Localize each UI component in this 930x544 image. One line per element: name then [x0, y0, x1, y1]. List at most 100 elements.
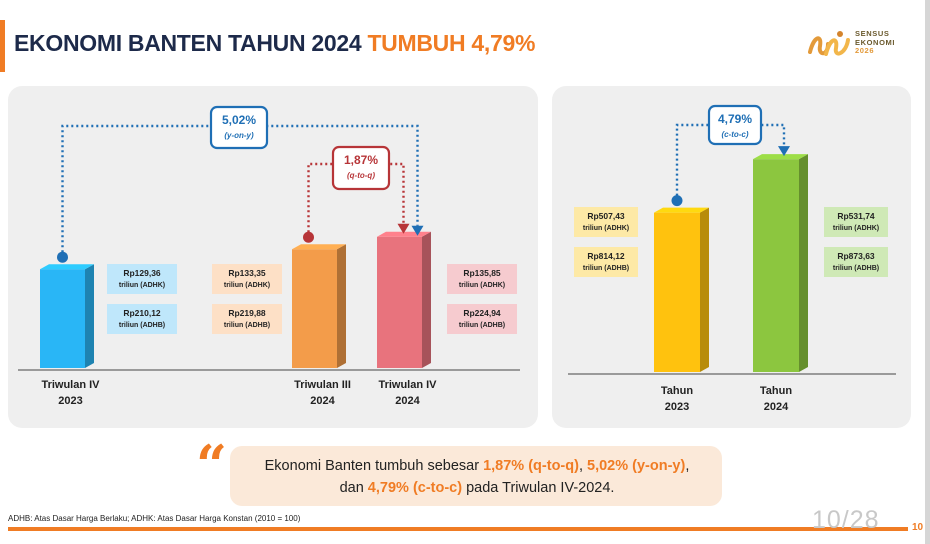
label-q-0-adhk-unit: triliun (ADHK)	[119, 282, 165, 289]
title-main: EKONOMI BANTEN TAHUN 2024	[14, 30, 362, 56]
connector-ctoc-badge	[707, 104, 763, 146]
label-q-2-adhk-bg	[447, 264, 517, 294]
summary-part-1: Ekonomi Banten tumbuh sebesar	[264, 458, 484, 474]
page-number: 10	[912, 522, 924, 533]
summary-text: Ekonomi Banten tumbuh sebesar 1,87% (q-t…	[240, 455, 714, 499]
logo-line-3: 2026	[855, 46, 875, 55]
label-y-0-adhb: Rp814,12 triliun (ADHB)	[574, 247, 638, 277]
summary-qtoq: 1,87% (q-to-q)	[483, 458, 579, 474]
bar-q-1-side	[337, 244, 346, 368]
logo-line-1: SENSUS	[855, 29, 890, 38]
label-y-0-adhb-unit: triliun (ADHB)	[583, 265, 629, 272]
category-q-0-line2: 2023	[58, 395, 82, 407]
bar-y-0-top	[654, 207, 709, 213]
label-y-1-adhb-value: Rp873,63	[837, 251, 875, 261]
connector-ctoc: 4,79% (c-to-c)	[671, 104, 790, 207]
bar-q-0-top	[40, 264, 94, 270]
footnote: ADHB: Atas Dasar Harga Berlaku; ADHK: At…	[8, 514, 301, 523]
bar-y-0-side	[700, 207, 709, 372]
label-q-1-adhb-value: Rp219,88	[228, 308, 266, 318]
title-accent-bar	[0, 20, 5, 72]
label-y-0-adhk-unit: triliun (ADHK)	[583, 225, 629, 232]
summary-part-4: dan	[339, 480, 368, 496]
bar-y-1	[753, 154, 808, 372]
window-edge	[925, 0, 930, 544]
bar-y-1-front	[753, 159, 799, 372]
summary-part-3: ,	[685, 458, 690, 474]
bar-q-2	[377, 231, 431, 368]
label-q-1-adhk: Rp133,35 triliun (ADHK)	[212, 264, 282, 294]
logo-text: SENSUS EKONOMI 2026	[855, 29, 896, 56]
label-q-0-adhb-unit: triliun (ADHB)	[119, 322, 165, 329]
label-y-1-adhk-unit: triliun (ADHK)	[833, 225, 879, 232]
bar-q-1	[292, 244, 346, 368]
label-q-1-adhk-bg	[212, 264, 282, 294]
quote-icon: “	[196, 433, 228, 497]
label-q-0-adhk: Rp129,36 triliun (ADHK)	[107, 264, 177, 294]
label-q-0-adhb-value: Rp210,12	[123, 308, 161, 318]
connector-yony-line	[61, 124, 419, 253]
category-y-0-line1: Tahun	[661, 385, 693, 397]
title-accent: TUMBUH 4,79%	[367, 30, 536, 56]
category-q-2-line2: 2024	[395, 395, 420, 407]
label-y-1-adhb-bg	[824, 247, 888, 277]
connector-yony-badge	[209, 105, 269, 150]
bar-y-1-top	[753, 154, 808, 160]
bar-q-0-side	[85, 264, 94, 368]
connector-qtoq-type: (q-to-q)	[347, 171, 375, 180]
label-q-2-adhb-bg	[447, 304, 517, 334]
category-q-1-line1: Triwulan III	[294, 379, 351, 391]
footer-line	[8, 527, 908, 531]
bar-y-0	[654, 207, 709, 372]
connector-yony-arrow	[411, 225, 424, 236]
summary-yony: 5,02% (y-on-y)	[587, 458, 686, 474]
connector-yony-value: 5,02%	[222, 113, 256, 127]
connector-yony-type: (y-on-y)	[224, 131, 254, 140]
label-q-2-adhb: Rp224,94 triliun (ADHB)	[447, 304, 517, 334]
connector-qtoq-badge	[331, 145, 391, 191]
label-y-0-adhk-bg	[574, 207, 638, 237]
label-y-0-adhb-value: Rp814,12	[587, 251, 625, 261]
label-q-0-adhb: Rp210,12 triliun (ADHB)	[107, 304, 177, 334]
label-y-0-adhk: Rp507,43 triliun (ADHK)	[574, 207, 638, 237]
label-y-1-adhb: Rp873,63 triliun (ADHB)	[824, 247, 888, 277]
summary-part-5: pada Triwulan IV-2024.	[462, 480, 615, 496]
connector-qtoq-value: 1,87%	[344, 153, 378, 167]
connector-qtoq-start-dot	[303, 231, 314, 243]
quarterly-chart-panel	[8, 86, 538, 428]
bar-q-0-front	[40, 269, 85, 368]
logo-line-2: EKONOMI	[855, 37, 896, 47]
connector-ctoc-start-dot	[671, 195, 683, 207]
category-y-1-line1: Tahun	[760, 385, 792, 397]
label-y-1-adhk-bg	[824, 207, 888, 237]
label-y-1-adhk: Rp531,74 triliun (ADHK)	[824, 207, 888, 237]
label-q-2-adhk: Rp135,85 triliun (ADHK)	[447, 264, 517, 294]
connector-qtoq: 1,87% (q-to-q)	[303, 145, 410, 243]
bar-q-2-side	[422, 231, 431, 368]
label-q-1-adhk-value: Rp133,35	[228, 268, 266, 278]
connector-ctoc-type: (c-to-c)	[721, 130, 748, 139]
connector-ctoc-line	[675, 123, 786, 196]
bar-y-1-side	[799, 154, 808, 372]
label-q-0-adhk-bg	[107, 264, 177, 294]
connector-ctoc-arrow	[778, 146, 790, 157]
logo-mark-icon	[808, 31, 850, 56]
page-title: EKONOMI BANTEN TAHUN 2024 TUMBUH 4,79%	[14, 30, 535, 57]
label-q-1-adhb-unit: triliun (ADHB)	[224, 322, 270, 329]
label-y-0-adhk-value: Rp507,43	[587, 211, 625, 221]
label-y-0-adhb-bg	[574, 247, 638, 277]
label-q-1-adhb-bg	[212, 304, 282, 334]
page-watermark: 10/28	[812, 506, 880, 534]
bar-y-0-front	[654, 212, 700, 372]
summary-box	[230, 446, 722, 506]
bar-q-0	[40, 264, 94, 368]
connector-qtoq-arrow	[397, 223, 410, 234]
label-q-2-adhk-value: Rp135,85	[463, 268, 501, 278]
category-q-2-line1: Triwulan IV	[378, 379, 437, 391]
category-q-0-line1: Triwulan IV	[41, 379, 100, 391]
summary-part-2: ,	[578, 458, 587, 474]
label-q-0-adhk-value: Rp129,36	[123, 268, 161, 278]
summary-ctoc: 4,79% (c-to-c)	[367, 480, 463, 496]
label-q-2-adhb-unit: triliun (ADHB)	[459, 322, 505, 329]
